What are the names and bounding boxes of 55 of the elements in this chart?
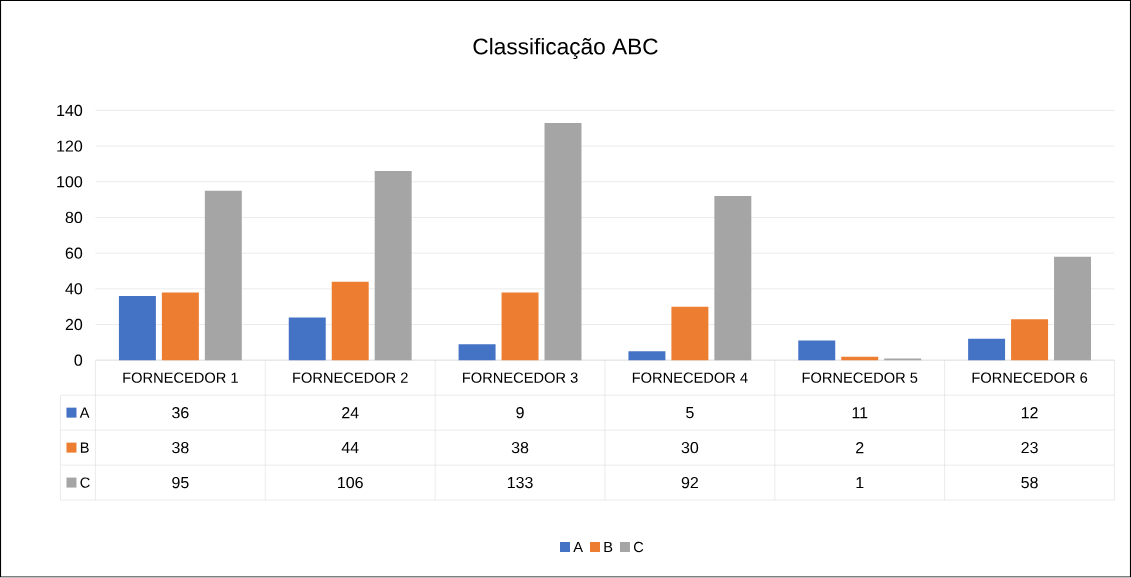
data-label: 38 <box>172 442 189 454</box>
data-label: 2 <box>856 442 864 454</box>
y-tick-label: 80 <box>65 212 83 224</box>
text: A <box>573 542 583 553</box>
y-tick-label: 140 <box>57 105 83 117</box>
bar <box>671 306 709 361</box>
data-label: 12 <box>1021 407 1038 419</box>
data-label: 11 <box>852 407 868 419</box>
data-label: 133 <box>507 477 533 489</box>
data-label: 44 <box>341 442 359 454</box>
legend-label: B <box>80 442 89 453</box>
x-tick-label: FORNECEDOR 4 <box>632 372 748 384</box>
data-label: 1 <box>856 477 864 489</box>
chart-title: Classificação ABC <box>473 38 658 60</box>
bar <box>331 281 369 361</box>
bar <box>628 351 666 361</box>
text: B <box>604 542 613 553</box>
legend-label: A <box>79 407 90 418</box>
y-tick-label: 40 <box>65 283 83 295</box>
bar <box>458 344 496 361</box>
text: C <box>633 542 644 553</box>
data-label: 36 <box>172 407 189 419</box>
y-tick-label: 120 <box>57 140 83 152</box>
data-label: 30 <box>681 442 699 454</box>
x-tick-label: FORNECEDOR 2 <box>293 372 408 384</box>
bar <box>968 339 1006 361</box>
data-label: 23 <box>1021 442 1038 454</box>
bar <box>714 196 752 361</box>
data-label: 38 <box>511 442 529 454</box>
bar <box>501 292 539 361</box>
y-tick-label: 20 <box>65 319 83 331</box>
y-tick-label: 0 <box>74 354 83 367</box>
bar <box>161 292 199 361</box>
data-label: 92 <box>681 477 698 489</box>
x-tick-label: FORNECEDOR 3 <box>463 372 578 384</box>
bar <box>798 340 836 361</box>
bar <box>118 296 156 361</box>
data-label: 58 <box>1021 477 1038 489</box>
data-label: 24 <box>342 407 359 419</box>
bar <box>1011 319 1049 361</box>
bar <box>1054 256 1092 361</box>
data-label: 5 <box>686 407 694 419</box>
y-tick-label: 100 <box>57 176 83 188</box>
x-tick-label: FORNECEDOR 1 <box>123 372 238 384</box>
bar <box>204 190 242 361</box>
data-label: 106 <box>338 477 363 489</box>
legend-label: C <box>80 477 90 489</box>
data-label: 9 <box>516 407 524 419</box>
bar <box>544 123 582 361</box>
bar <box>288 317 326 361</box>
data-label: 95 <box>172 477 189 489</box>
x-tick-label: FORNECEDOR 6 <box>972 372 1088 384</box>
x-tick-label: FORNECEDOR 5 <box>802 372 918 384</box>
bar <box>374 171 412 361</box>
y-tick-label: 60 <box>65 247 83 260</box>
